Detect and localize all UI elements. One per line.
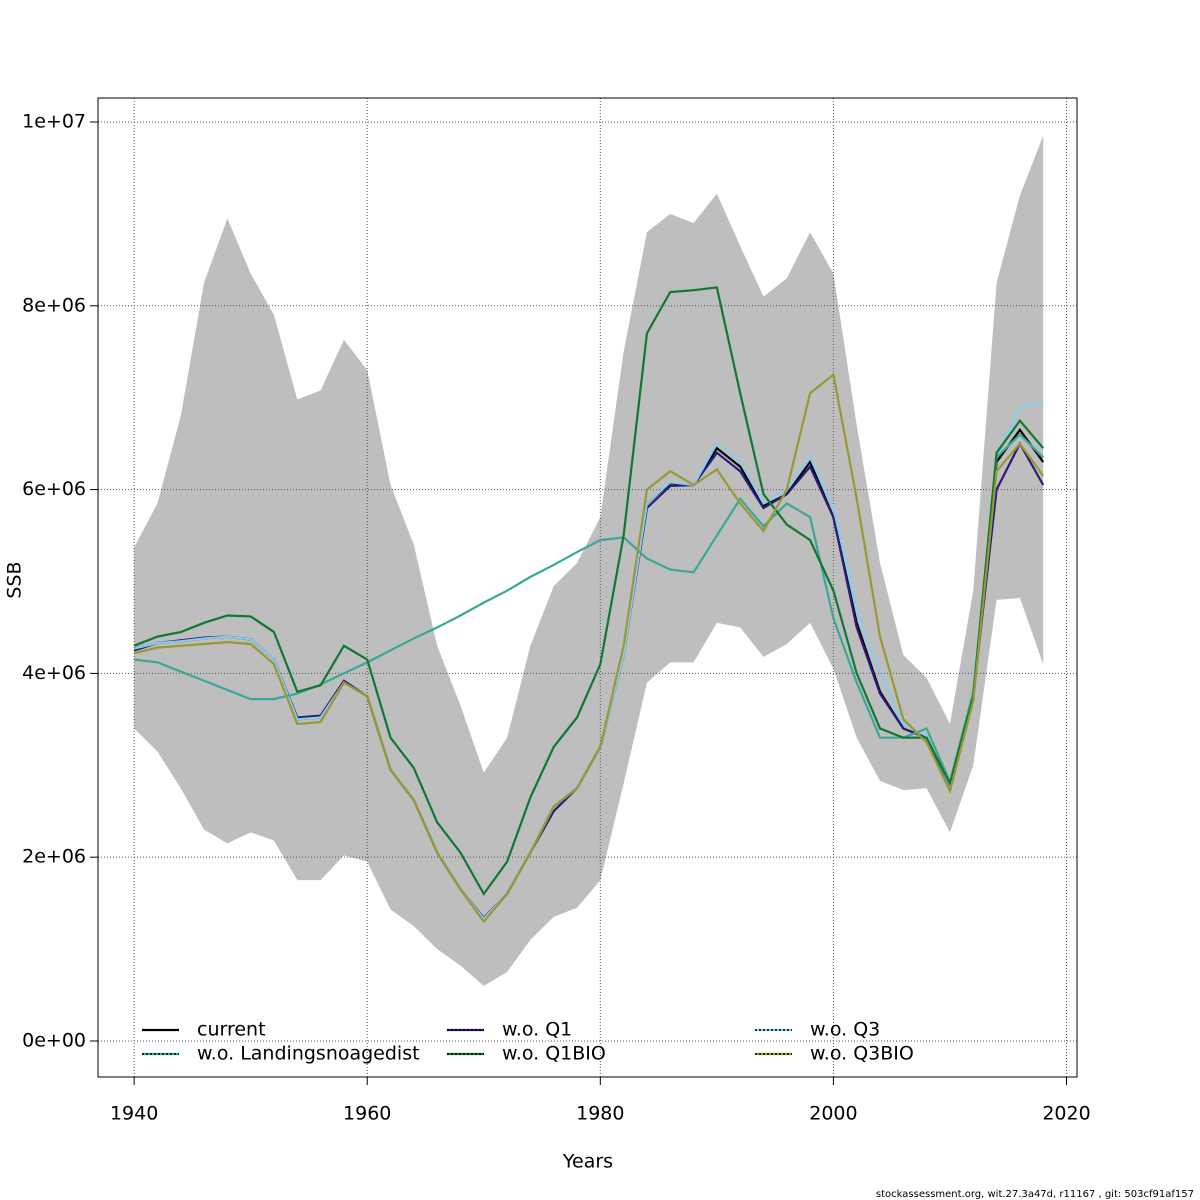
x-tick-label: 1940 (110, 1103, 158, 1125)
series-line (133, 372, 1045, 924)
legend-label: w.o. Q3 (810, 1019, 880, 1041)
x-axis-label: Years (562, 1151, 613, 1173)
y-tick-label: 1e+07 (22, 110, 86, 132)
y-tick-label: 8e+06 (22, 294, 86, 316)
confidence-band (134, 135, 1044, 986)
footer: stockassessment.org, wit.27.3a47d, r1116… (876, 1189, 1194, 1200)
legend-label: w.o. Q1 (502, 1019, 572, 1041)
legend-label: w.o. Q1BIO (502, 1043, 606, 1065)
legend-label: w.o. Landingsnoagedist (197, 1043, 420, 1065)
x-tick-label: 1980 (576, 1103, 624, 1125)
y-tick-label: 0e+00 (22, 1029, 86, 1051)
x-tick-label: 1960 (343, 1103, 391, 1125)
y-tick-label: 6e+06 (22, 478, 86, 500)
x-tick-label: 2020 (1042, 1103, 1090, 1125)
y-tick-label: 2e+06 (22, 846, 86, 868)
legend-label: current (197, 1019, 266, 1041)
x-tick-label: 2000 (809, 1103, 857, 1125)
y-tick-label: 4e+06 (22, 662, 86, 684)
y-axis-label: SSB (4, 561, 26, 598)
legend-label: w.o. Q3BIO (810, 1043, 914, 1065)
series-line (133, 286, 1045, 896)
plot-frame (97, 97, 1078, 1078)
